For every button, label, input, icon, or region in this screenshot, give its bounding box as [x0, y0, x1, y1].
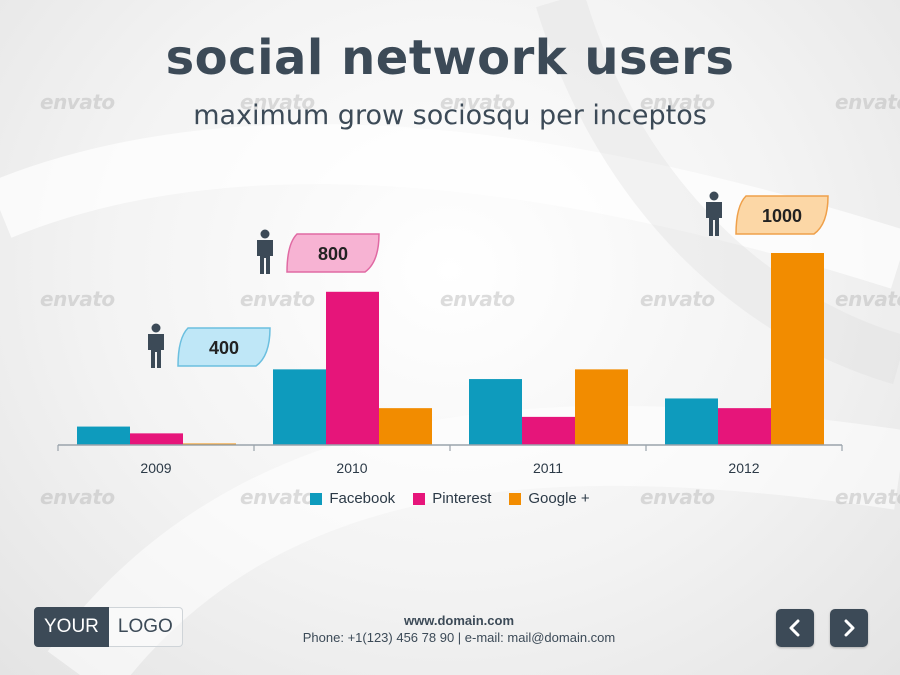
- watermark: envato: [240, 287, 315, 311]
- page-subtitle: maximum grow sociosqu per inceptos: [193, 100, 707, 131]
- page-title: social network users: [165, 30, 735, 86]
- chart-legend: Facebook Pinterest Google +: [0, 490, 900, 507]
- person-icon: [260, 229, 270, 239]
- logo-your-text: YOUR: [34, 607, 109, 647]
- watermark: envato: [440, 287, 515, 311]
- bar: [469, 379, 522, 445]
- legend-item-google-plus: Google +: [509, 490, 590, 507]
- chevron-left-icon: [789, 619, 800, 637]
- legend-label: Facebook: [329, 490, 396, 507]
- bar: [718, 408, 771, 445]
- bar: [130, 433, 183, 445]
- watermark: envato: [835, 90, 900, 114]
- legend-item-facebook: Facebook: [310, 490, 395, 507]
- watermark: envato: [40, 90, 115, 114]
- value-callout-box: [286, 233, 380, 273]
- previous-button[interactable]: [776, 609, 814, 647]
- person-icon: [706, 202, 722, 236]
- person-icon: [257, 240, 273, 274]
- person-icon: [148, 334, 164, 368]
- bar: [77, 426, 130, 445]
- legend-swatch: [509, 492, 522, 505]
- watermark: envato: [640, 287, 715, 311]
- logo-logo-text: LOGO: [108, 607, 183, 647]
- next-button[interactable]: [830, 609, 868, 647]
- legend-item-pinterest: Pinterest: [413, 490, 491, 507]
- bar: [326, 291, 379, 445]
- bar: [273, 369, 326, 445]
- watermark: envato: [835, 485, 900, 509]
- x-tick-label: 2011: [533, 460, 563, 476]
- watermark: envato: [640, 90, 715, 114]
- person-icon: [151, 323, 161, 333]
- watermark: envato: [240, 485, 315, 509]
- value-callout-label: 800: [318, 244, 348, 264]
- legend-label: Pinterest: [432, 490, 492, 507]
- watermark: envato: [835, 287, 900, 311]
- value-callout-box: [177, 327, 271, 367]
- bar: [379, 408, 432, 445]
- person-icon: [709, 191, 719, 201]
- bar: [522, 416, 575, 445]
- footer-domain-link[interactable]: www.domain.com: [403, 613, 515, 628]
- watermark: envato: [40, 287, 115, 311]
- value-callout-label: 1000: [762, 206, 802, 226]
- watermark: envato: [240, 90, 315, 114]
- bar: [575, 369, 628, 445]
- bar: [771, 253, 824, 445]
- footer-contact-info: Phone: +1(123) 456 78 90 | e-mail: mail@…: [302, 630, 616, 645]
- company-logo[interactable]: YOUR LOGO: [34, 607, 183, 647]
- bar: [665, 398, 718, 445]
- watermark: envato: [40, 485, 115, 509]
- x-tick-label: 2009: [140, 460, 171, 476]
- x-tick-label: 2010: [336, 460, 367, 476]
- x-tick-label: 2012: [728, 460, 759, 476]
- legend-label: Google +: [528, 490, 590, 507]
- legend-swatch: [413, 492, 426, 505]
- chevron-right-icon: [844, 619, 855, 637]
- legend-swatch: [310, 492, 323, 505]
- value-callout-box: [735, 195, 829, 235]
- bar-chart: 2009 2010 2011 2012 400 800 1000: [57, 191, 843, 476]
- watermark: envato: [440, 90, 515, 114]
- value-callout-label: 400: [209, 338, 239, 358]
- watermark: envato: [640, 485, 715, 509]
